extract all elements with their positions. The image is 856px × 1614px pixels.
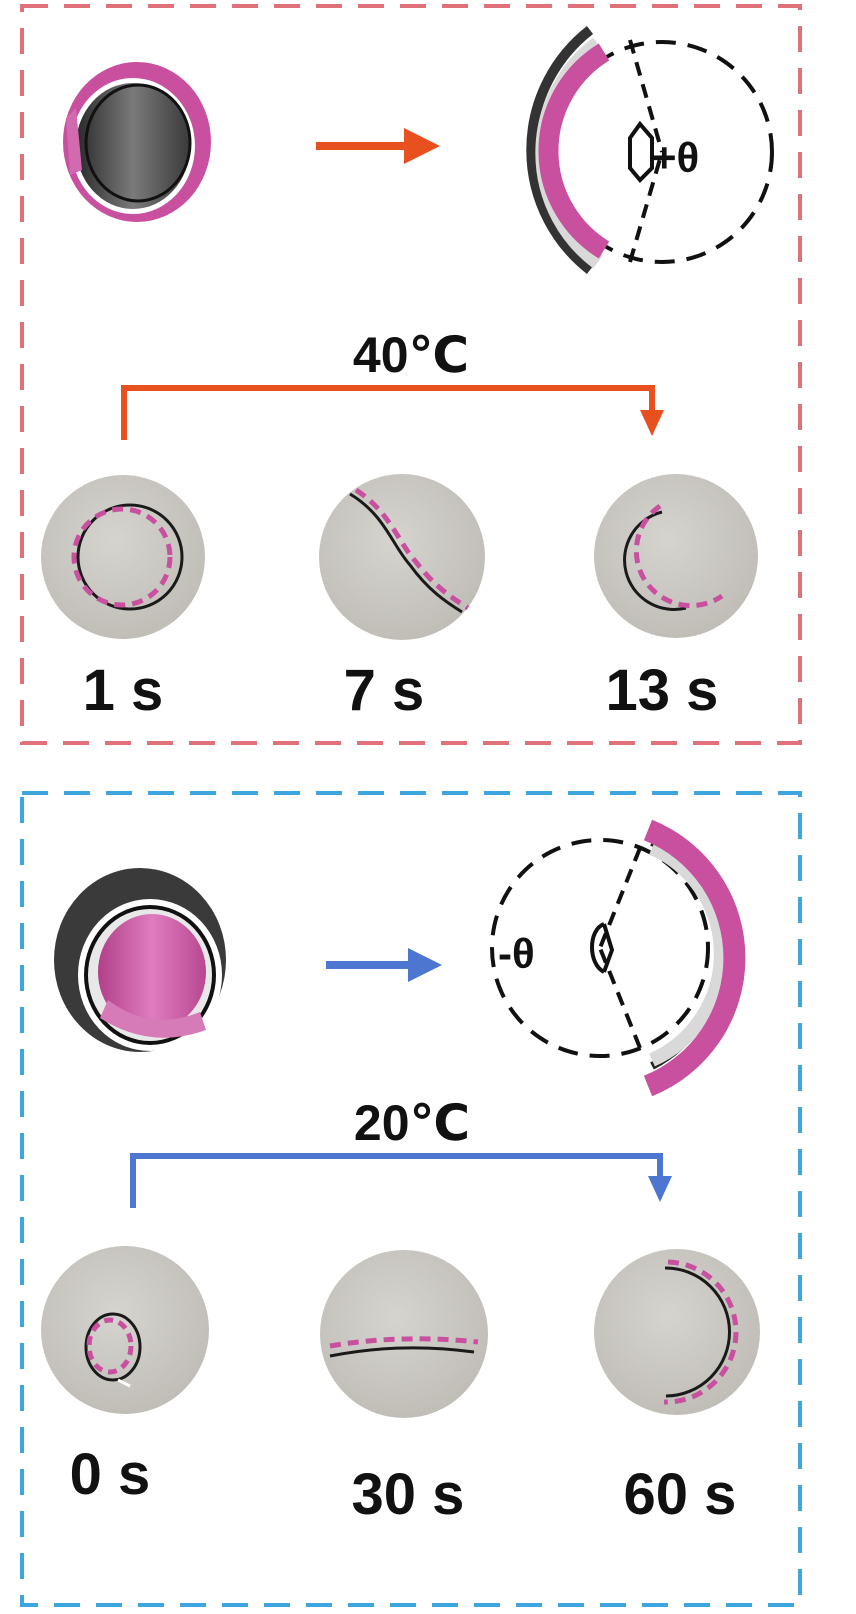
cooling-temperature-bracket: 20℃ (130, 1095, 672, 1208)
photo-disk (594, 1249, 760, 1415)
heating-temperature-label: 40℃ (353, 327, 469, 383)
cooling-photo-1 (41, 1246, 209, 1414)
cooling-photo-2 (320, 1250, 488, 1418)
heating-reference-circle (550, 40, 774, 264)
cooling-time-label-1: 0 s (70, 1442, 151, 1507)
photo-disk (320, 1250, 488, 1418)
heating-bend-diagram: +θ (526, 26, 774, 274)
heating-panel: +θ 40℃ 1 s 7 s 13 s (20, 4, 802, 745)
photo-disk (594, 474, 758, 638)
heating-rolled-film-icon (63, 62, 211, 222)
heating-time-label-2: 7 s (344, 658, 425, 723)
cooling-photo-3 (594, 1249, 760, 1415)
heating-angle-arc-icon (628, 120, 654, 183)
cooling-reference-circle (490, 838, 710, 1058)
cooling-panel: -θ 20℃ 0 s 30 s 60 s (20, 791, 802, 1607)
cooling-angle-arc-icon (590, 922, 615, 974)
heating-panel-frame (20, 4, 802, 745)
heating-temperature-bracket: 40℃ (121, 327, 664, 440)
heating-angle-label: +θ (652, 134, 699, 181)
heating-time-label-1: 1 s (83, 658, 164, 723)
photo-disk (41, 1246, 209, 1414)
heating-photo-1 (41, 475, 205, 639)
heating-photo-3 (594, 474, 758, 638)
cooling-rolled-film-icon (54, 868, 226, 1052)
cooling-bend-diagram: -θ (490, 819, 746, 1097)
cooling-process-arrow (326, 948, 442, 982)
cooling-temperature-label: 20℃ (354, 1095, 470, 1151)
heating-process-arrow (316, 128, 440, 164)
photo-disk (41, 475, 205, 639)
cooling-time-label-2: 30 s (352, 1462, 465, 1527)
heating-photo-2 (319, 474, 485, 640)
cooling-panel-frame (20, 791, 802, 1607)
cooling-angle-label: -θ (498, 930, 535, 977)
heating-time-label-3: 13 s (606, 658, 719, 723)
cooling-time-label-3: 60 s (624, 1462, 737, 1527)
